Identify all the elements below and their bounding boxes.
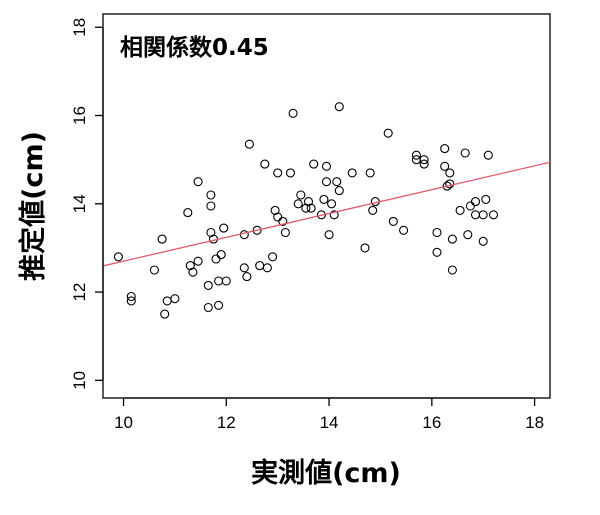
x-axis: 10 12 14 16 18 [114,397,544,432]
data-point [285,168,296,178]
data-point [440,161,450,171]
x-tick-label: 16 [422,413,441,432]
data-point [221,276,231,286]
data-point [296,190,306,200]
y-axis: 10 12 14 16 18 [70,18,104,390]
data-point [206,190,216,200]
data-point [126,296,136,306]
data-point [157,234,167,244]
y-tick-label: 14 [70,194,89,213]
data-point [288,108,298,118]
data-point [432,227,442,238]
data-point [203,280,213,290]
data-point [252,225,262,235]
data-point [321,177,332,187]
data-point [445,179,455,189]
regression-line [102,161,551,267]
data-point [309,159,319,169]
data-point [321,161,332,171]
plot-frame [102,13,551,399]
data-point [273,168,283,178]
data-point [440,144,450,154]
data-point [219,223,229,233]
data-point [214,276,224,286]
data-point [470,197,481,207]
data-point [463,230,473,240]
data-point [183,208,193,218]
data-point [368,205,378,215]
x-tick-label: 12 [217,413,236,432]
data-point [306,203,316,213]
data-point [445,168,455,178]
data-point [206,201,216,211]
data-point [170,294,180,304]
data-point [193,256,203,266]
data-point [327,199,337,209]
data-point [465,201,475,211]
data-point [193,177,203,187]
data-point [149,265,159,275]
data-point [260,159,270,169]
data-point [280,227,290,238]
y-tick-label: 12 [70,283,89,302]
y-tick-label: 16 [70,106,89,125]
data-point [455,205,465,215]
data-point [399,225,409,235]
data-point [365,168,375,178]
data-point [442,181,452,191]
data-point [162,296,172,306]
data-point [278,216,288,226]
data-point [447,265,457,275]
y-axis-title: 推定値(cm) [17,131,49,281]
data-point [329,210,339,220]
data-point [334,186,344,196]
data-point [388,216,398,226]
data-point [214,300,224,310]
data-point [347,168,357,178]
data-point [244,139,254,149]
data-point [460,148,470,158]
y-tick-label: 10 [70,371,89,390]
data-point [262,263,272,273]
data-point [478,210,488,220]
data-point [383,128,393,138]
data-point [113,252,123,262]
correlation-annotation: 相関係数0.45 [120,35,269,61]
data-point [470,210,481,220]
x-tick-label: 14 [320,413,339,432]
data-point [432,247,442,257]
data-point [203,302,213,313]
points-layer [113,102,499,319]
data-point [332,177,342,187]
data-point [216,250,226,260]
data-point [293,199,303,209]
data-point [360,243,370,253]
x-tick-label: 18 [525,413,544,432]
fit-line-layer [102,161,551,267]
data-point [239,263,249,273]
data-point [324,230,334,240]
data-point [160,309,170,319]
data-point [419,159,429,169]
x-tick-label: 10 [114,413,133,432]
data-point [481,194,491,204]
data-point [334,102,344,112]
y-tick-label: 18 [70,18,89,37]
data-point [211,254,221,264]
data-point [255,261,265,271]
data-point [273,212,283,222]
data-point [419,155,429,165]
data-point [242,272,252,282]
data-point [483,150,493,160]
x-axis-title: 実測値(cm) [251,457,401,489]
data-point [319,194,329,204]
data-point [488,210,499,220]
data-point [447,234,457,244]
data-point [268,252,278,262]
data-point [478,236,488,246]
data-point [411,150,421,160]
data-point [126,291,136,302]
data-point [188,267,198,277]
